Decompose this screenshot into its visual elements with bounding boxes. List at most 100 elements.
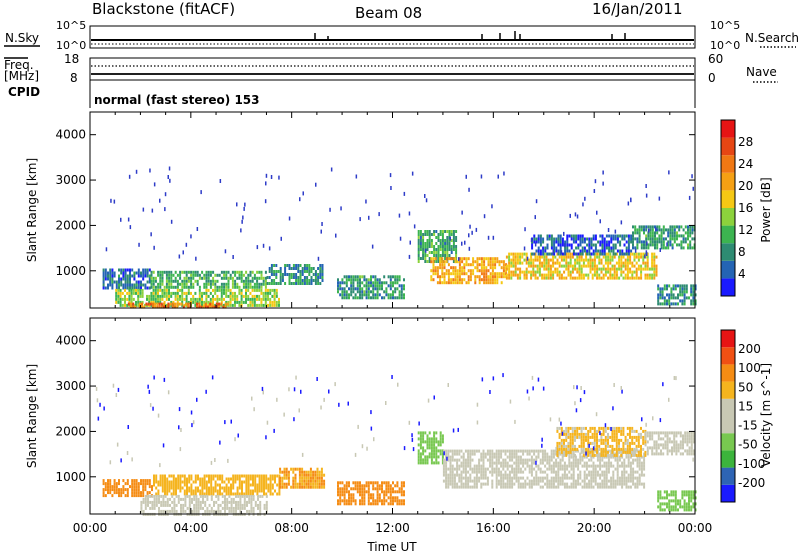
power-cell [685,225,687,228]
power-cell [124,289,126,292]
power-cell [234,283,236,286]
velocity-cell [629,433,631,436]
velocity-cell [445,450,447,453]
velocity-cell [480,459,482,462]
velocity-cell [518,486,520,489]
velocity-cell [542,453,544,456]
velocity-cell [487,459,489,462]
velocity-cell [619,465,621,468]
velocity-cell [527,477,529,480]
power-cell [179,277,181,280]
power-cell [252,271,254,274]
power-cell [265,295,267,298]
velocity-cell [656,443,658,446]
power-cell [192,298,194,301]
velocity-cell [610,486,612,489]
power-cell [573,238,575,241]
power-cell [313,267,315,270]
velocity-cell [176,504,178,507]
power-cell [452,257,454,260]
velocity-cell [310,483,312,486]
power-cell [293,264,295,267]
velocity-cell [211,507,213,510]
power-cell [479,281,481,284]
power-cell [199,292,201,295]
velocity-cell [166,478,168,481]
power-cell [162,277,164,280]
power-speck [183,250,185,254]
power-cell [455,275,457,278]
velocity-cell [169,504,171,507]
velocity-cell [267,484,269,487]
power-cell [142,295,144,298]
power-cell [300,276,302,279]
power-cell [223,292,225,295]
power-cell [692,302,694,305]
velocity-cell [583,436,585,439]
power-cell [138,272,140,275]
power-cell [418,242,420,245]
velocity-cell [579,471,581,474]
power-cell [584,238,586,241]
power-cell [418,257,420,260]
velocity-cell [643,459,645,462]
velocity-cell [158,495,160,498]
velocity-cell [246,510,248,513]
power-cell [238,292,240,295]
power-cell [269,292,271,295]
velocity-cell [145,507,147,510]
velocity-cell [303,471,305,474]
velocity-cell [233,507,235,510]
velocity-cell [248,490,250,493]
power-cell [582,241,584,244]
velocity-cell [546,486,548,489]
velocity-cell [489,462,491,465]
velocity-cell [182,498,184,501]
velocity-cell [363,496,365,499]
power-cell [243,286,245,289]
velocity-cell [381,502,383,505]
power-cell [223,298,225,301]
power-cell [418,233,420,236]
power-cell [570,265,572,268]
velocity-cell [288,471,290,474]
velocity-cell [344,490,346,493]
power-cell [617,238,619,241]
velocity-cell [299,480,301,483]
power-cell [153,280,155,283]
velocity-cell [297,486,299,489]
power-cell [203,286,205,289]
power-cell [442,239,444,242]
velocity-cell [265,484,267,487]
power-cell [650,228,652,231]
power-cell [385,293,387,296]
power-speck [582,202,584,206]
power-cell [372,275,374,278]
power-cell [513,271,515,274]
velocity-cell [445,486,447,489]
power-cell [232,298,234,301]
velocity-cell [469,468,471,471]
power-cell [341,290,343,293]
velocity-cell [640,448,642,451]
power-cell [588,241,590,244]
power-cell [441,257,443,260]
velocity-cell [427,440,429,443]
velocity-cell [612,480,614,483]
power-cell [517,268,519,271]
velocity-cell [337,502,339,505]
power-cell [267,292,269,295]
velocity-cell [226,478,228,481]
power-cell [359,290,361,293]
power-cell [580,238,582,241]
power-cell [496,272,498,275]
velocity-cell [195,510,197,513]
power-cell [236,301,238,304]
power-cell [559,256,561,259]
velocity-cell [114,482,116,485]
velocity-cell [429,440,431,443]
power-cell [537,271,539,274]
power-cell [357,275,359,278]
noise-right-tick-top: 10^5 [710,19,740,32]
power-cell [228,280,230,283]
